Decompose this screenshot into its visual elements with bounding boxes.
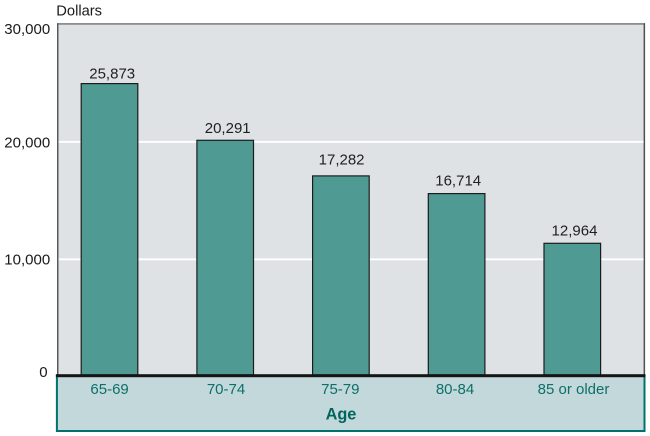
svg-text:20,000: 20,000	[4, 135, 50, 152]
svg-text:16,714: 16,714	[435, 173, 481, 190]
svg-text:70-74: 70-74	[207, 381, 245, 398]
svg-text:80-84: 80-84	[436, 381, 474, 398]
svg-text:0: 0	[39, 364, 47, 381]
svg-text:85 or older: 85 or older	[538, 381, 610, 398]
svg-text:75-79: 75-79	[321, 381, 359, 398]
svg-text:30,000: 30,000	[4, 21, 50, 38]
svg-text:65-69: 65-69	[90, 381, 128, 398]
svg-text:12,964: 12,964	[552, 223, 598, 240]
svg-text:17,282: 17,282	[319, 152, 365, 169]
svg-text:Age: Age	[326, 405, 357, 423]
svg-text:Dollars: Dollars	[56, 3, 102, 19]
svg-text:20,291: 20,291	[205, 120, 251, 137]
svg-text:25,873: 25,873	[89, 66, 135, 83]
svg-text:10,000: 10,000	[4, 251, 50, 268]
